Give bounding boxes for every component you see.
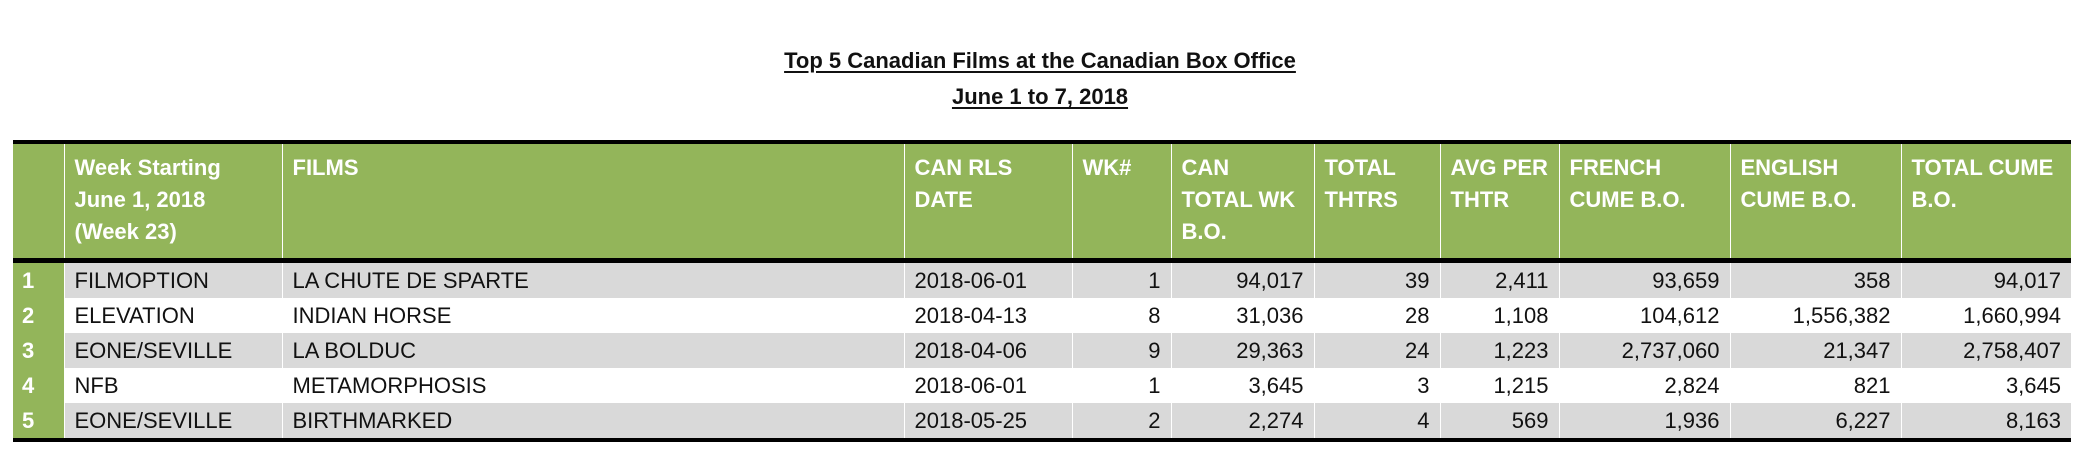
rank-cell: 1: [13, 260, 64, 298]
header-release-date: CAN RLS DATE: [903, 142, 1072, 263]
english-cume-bo-cell: 6,227: [1729, 403, 1901, 440]
header-films: FILMS: [281, 142, 904, 263]
can-total-wk-bo-cell: 31,036: [1170, 298, 1314, 333]
report-date-range: June 1 to 7, 2018: [951, 84, 1129, 109]
avg-per-thtr-cell: 2,411: [1439, 260, 1559, 298]
french-cume-bo-cell: 1,936: [1558, 403, 1730, 440]
avg-per-thtr-cell: 1,223: [1439, 333, 1559, 368]
can-total-wk-bo-cell: 94,017: [1170, 260, 1314, 298]
rank-cell: 2: [13, 298, 64, 333]
total-cume-bo-cell: 94,017: [1900, 260, 2071, 298]
rank-cell: 5: [13, 403, 64, 440]
header-distributor: Week Starting June 1, 2018 (Week 23): [63, 142, 282, 263]
can-total-wk-bo-cell: 29,363: [1170, 333, 1314, 368]
french-cume-bo-cell: 93,659: [1558, 260, 1730, 298]
header-english-cume-bo: ENGLISH CUME B.O.: [1729, 142, 1901, 263]
total-thtrs-cell: 24: [1313, 333, 1440, 368]
english-cume-bo-cell: 358: [1729, 260, 1901, 298]
english-cume-bo-cell: 821: [1729, 368, 1901, 403]
film-cell: LA CHUTE DE SPARTE: [281, 260, 904, 298]
french-cume-bo-cell: 2,737,060: [1558, 333, 1730, 368]
box-office-table: Week Starting June 1, 2018 (Week 23) FIL…: [13, 140, 2071, 442]
avg-per-thtr-cell: 569: [1439, 403, 1559, 440]
week-number-cell: 8: [1071, 298, 1171, 333]
distributor-cell: NFB: [63, 368, 282, 403]
week-number-cell: 2: [1071, 403, 1171, 440]
release-date-cell: 2018-04-13: [903, 298, 1072, 333]
film-cell: METAMORPHOSIS: [281, 368, 904, 403]
distributor-cell: EONE/SEVILLE: [63, 403, 282, 440]
week-number-cell: 1: [1071, 368, 1171, 403]
total-thtrs-cell: 28: [1313, 298, 1440, 333]
header-avg-per-thtr: AVG PER THTR: [1439, 142, 1559, 263]
english-cume-bo-cell: 1,556,382: [1729, 298, 1901, 333]
report-title: Top 5 Canadian Films at the Canadian Box…: [784, 48, 1296, 73]
film-cell: BIRTHMARKED: [281, 403, 904, 440]
table-body: 1 FILMOPTION LA CHUTE DE SPARTE 2018-06-…: [13, 260, 2071, 440]
rank-cell: 4: [13, 368, 64, 403]
total-cume-bo-cell: 2,758,407: [1900, 333, 2071, 368]
header-row: Week Starting June 1, 2018 (Week 23) FIL…: [13, 142, 2071, 263]
avg-per-thtr-cell: 1,215: [1439, 368, 1559, 403]
table-row: 5 EONE/SEVILLE BIRTHMARKED 2018-05-25 2 …: [13, 403, 2071, 440]
can-total-wk-bo-cell: 2,274: [1170, 403, 1314, 440]
header-week-number: WK#: [1071, 142, 1171, 263]
film-cell: LA BOLDUC: [281, 333, 904, 368]
total-cume-bo-cell: 1,660,994: [1900, 298, 2071, 333]
header-rank: [13, 142, 64, 263]
table-row: 1 FILMOPTION LA CHUTE DE SPARTE 2018-06-…: [13, 260, 2071, 298]
distributor-cell: FILMOPTION: [63, 260, 282, 298]
rank-cell: 3: [13, 333, 64, 368]
total-cume-bo-cell: 8,163: [1900, 403, 2071, 440]
table-header: Week Starting June 1, 2018 (Week 23) FIL…: [13, 142, 2071, 263]
table-row: 2 ELEVATION INDIAN HORSE 2018-04-13 8 31…: [13, 298, 2071, 333]
film-cell: INDIAN HORSE: [281, 298, 904, 333]
total-thtrs-cell: 3: [1313, 368, 1440, 403]
header-total-thtrs: TOTAL THTRS: [1313, 142, 1440, 263]
table-row: 4 NFB METAMORPHOSIS 2018-06-01 1 3,645 3…: [13, 368, 2071, 403]
week-number-cell: 9: [1071, 333, 1171, 368]
header-can-total-wk-bo: CAN TOTAL WK B.O.: [1170, 142, 1314, 263]
header-total-cume-bo: TOTAL CUME B.O.: [1900, 142, 2071, 263]
week-number-cell: 1: [1071, 260, 1171, 298]
total-cume-bo-cell: 3,645: [1900, 368, 2071, 403]
total-thtrs-cell: 4: [1313, 403, 1440, 440]
release-date-cell: 2018-06-01: [903, 368, 1072, 403]
release-date-cell: 2018-05-25: [903, 403, 1072, 440]
french-cume-bo-cell: 104,612: [1558, 298, 1730, 333]
table-row: 3 EONE/SEVILLE LA BOLDUC 2018-04-06 9 29…: [13, 333, 2071, 368]
header-french-cume-bo: FRENCH CUME B.O.: [1558, 142, 1730, 263]
release-date-cell: 2018-04-06: [903, 333, 1072, 368]
distributor-cell: ELEVATION: [63, 298, 282, 333]
can-total-wk-bo-cell: 3,645: [1170, 368, 1314, 403]
distributor-cell: EONE/SEVILLE: [63, 333, 282, 368]
avg-per-thtr-cell: 1,108: [1439, 298, 1559, 333]
english-cume-bo-cell: 21,347: [1729, 333, 1901, 368]
total-thtrs-cell: 39: [1313, 260, 1440, 298]
french-cume-bo-cell: 2,824: [1558, 368, 1730, 403]
release-date-cell: 2018-06-01: [903, 260, 1072, 298]
